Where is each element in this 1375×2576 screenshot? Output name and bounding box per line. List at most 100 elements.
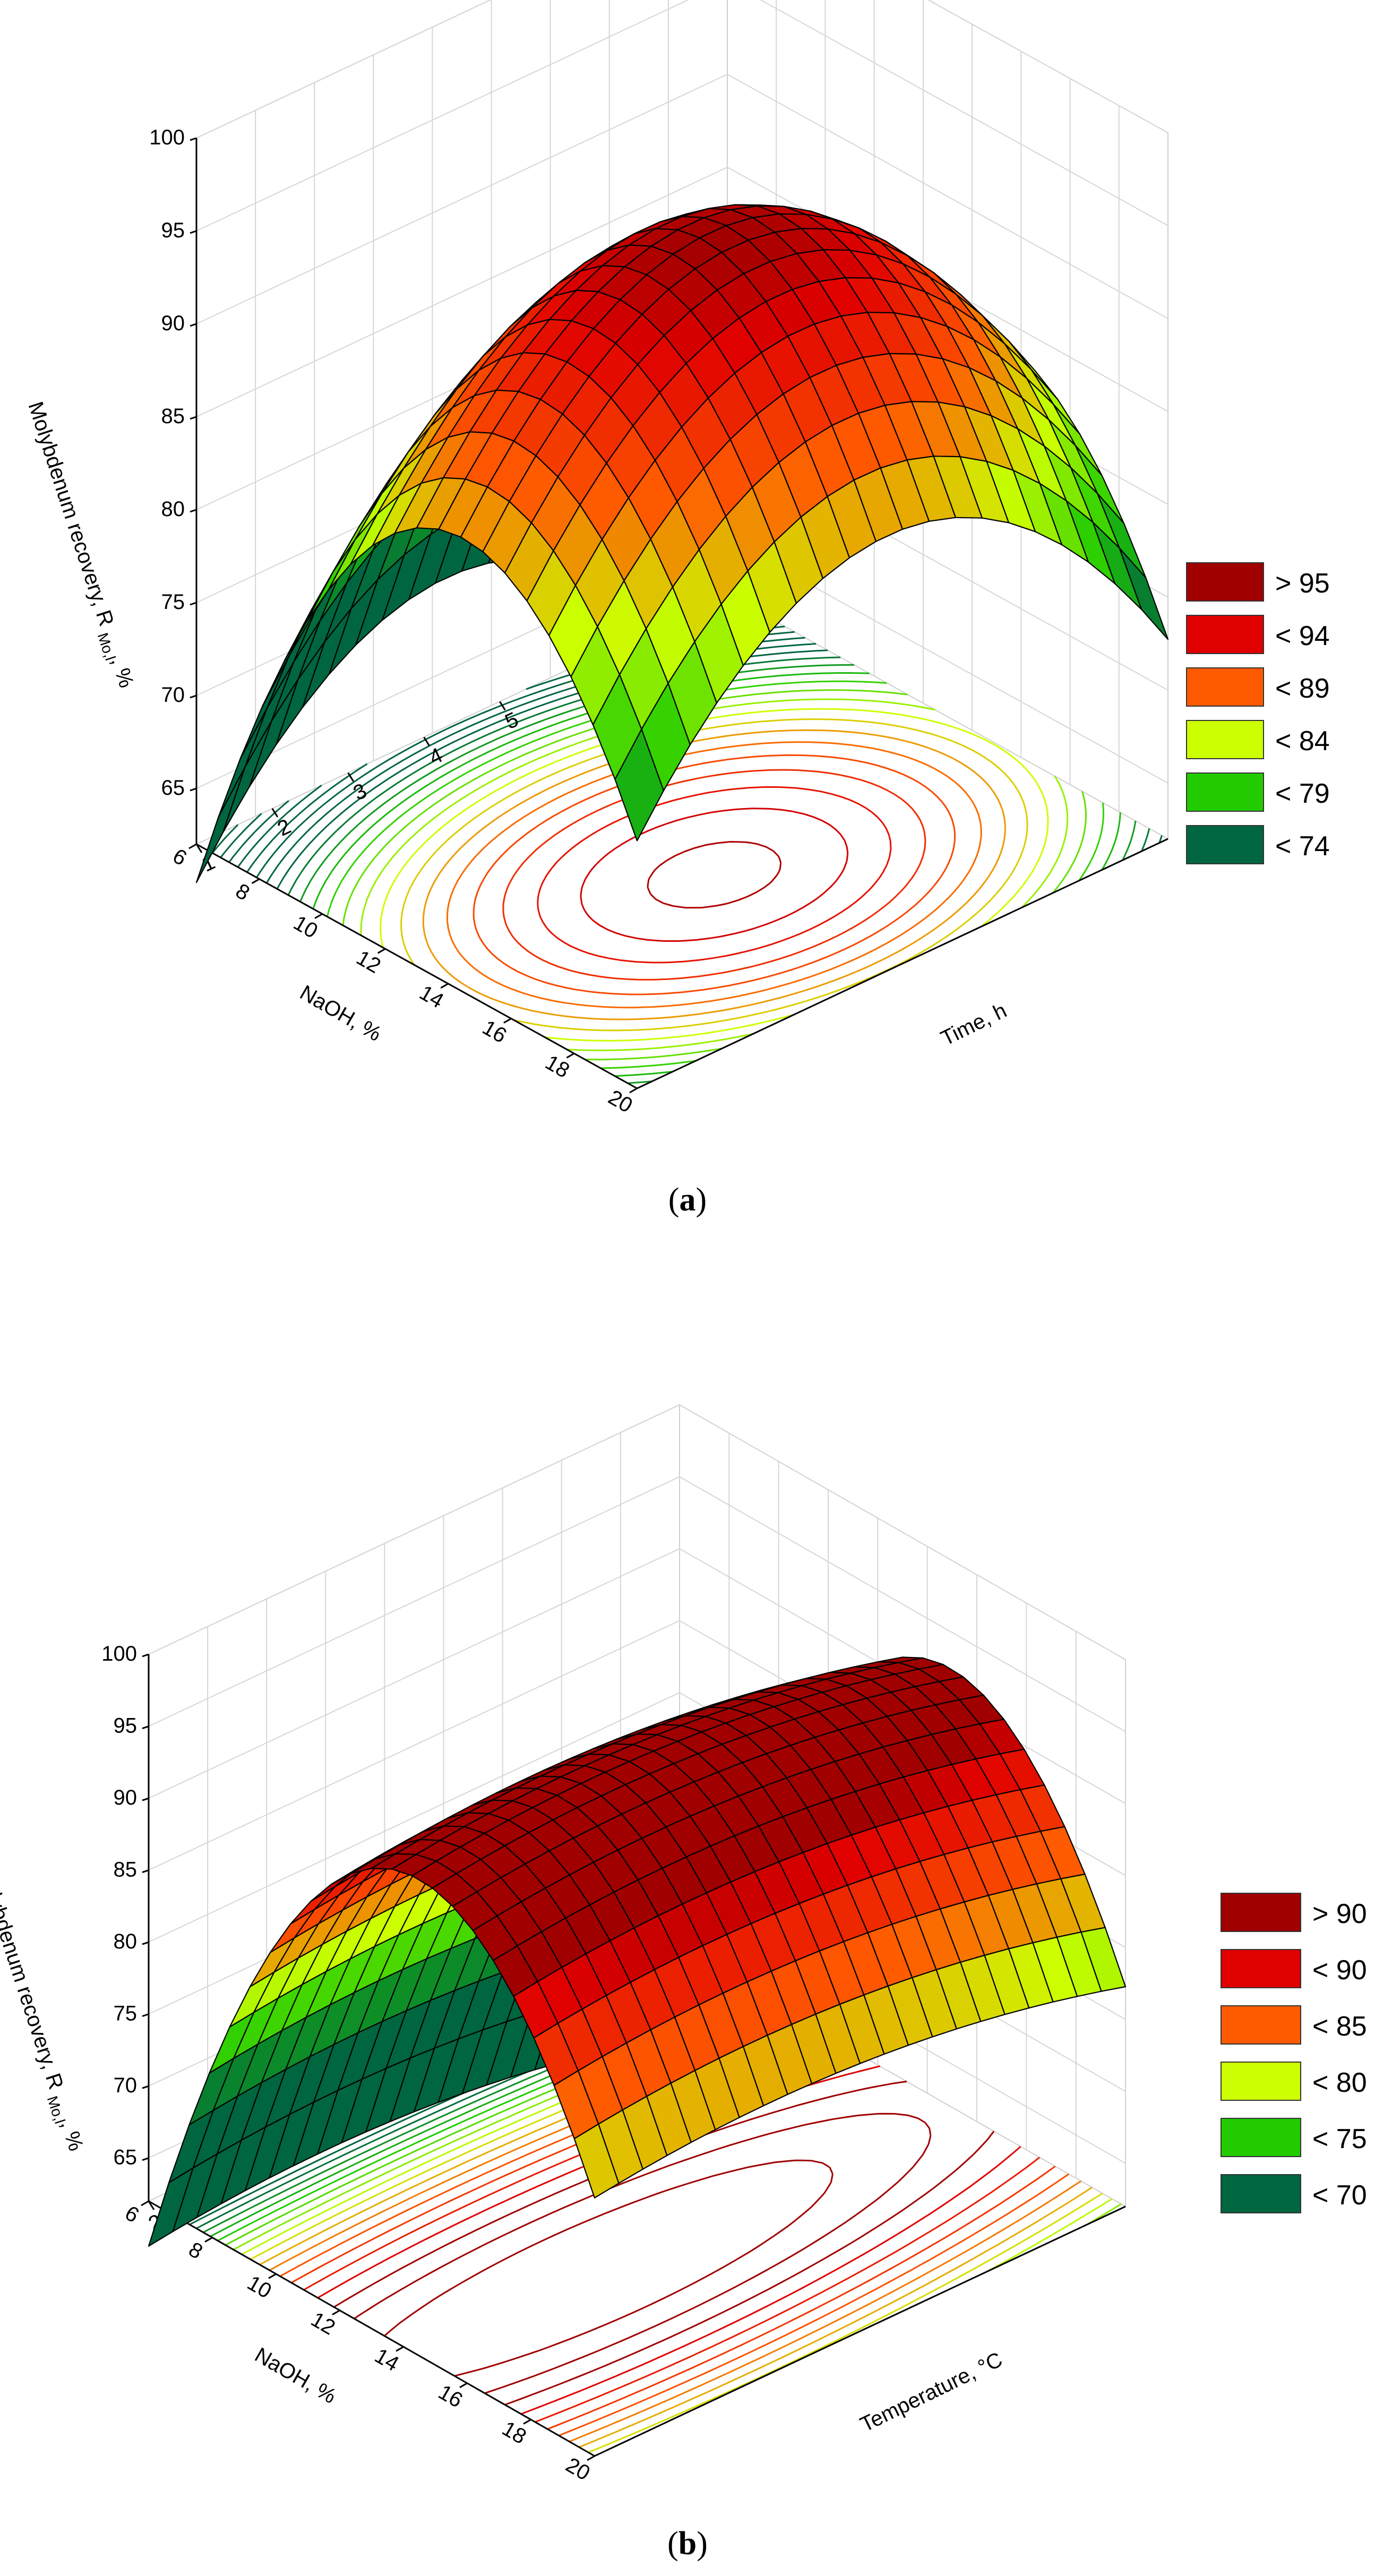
z-tick-mark <box>142 2085 149 2089</box>
y-axis-label: NaOH, % <box>296 981 385 1046</box>
z-tick-label: 80 <box>161 497 185 521</box>
y-tick-label: 16 <box>434 2380 467 2412</box>
contour-line <box>400 718 1028 1032</box>
contour-line <box>380 708 1049 1042</box>
y-axis-line <box>148 2200 595 2457</box>
z-tick-label: 85 <box>114 1858 138 1882</box>
legend-swatch <box>1221 1949 1301 1988</box>
x-tick-mark <box>148 2201 155 2210</box>
z-tick-label: 75 <box>161 590 185 614</box>
y-tick-mark <box>377 948 386 954</box>
legend-label: < 90 <box>1312 1955 1367 1986</box>
gridline-horizontal <box>148 1404 1126 1660</box>
y-tick-label: 12 <box>353 946 385 978</box>
y-tick-label: 14 <box>416 981 448 1012</box>
y-tick-mark <box>188 843 197 849</box>
z-tick-mark <box>142 1869 149 1874</box>
x-tick-mark <box>499 701 506 711</box>
contour-line <box>502 769 926 981</box>
z-tick-mark <box>190 323 197 327</box>
z-tick-mark <box>190 137 197 141</box>
z-tick-label: 100 <box>101 1642 137 1665</box>
legend-label: < 89 <box>1275 673 1330 704</box>
legend: > 95 < 94 < 89 < 84 < 79 < 74 <box>1186 562 1330 864</box>
y-tick-label: 18 <box>542 1051 574 1083</box>
surface-patch <box>222 720 272 833</box>
legend-swatch <box>1221 1893 1301 1932</box>
axes <box>148 1654 1126 2457</box>
legend-label: > 95 <box>1275 568 1330 599</box>
caption-close: ) <box>695 1182 707 1218</box>
y-tick-label: 8 <box>231 879 253 905</box>
y-tick-mark <box>503 1018 512 1024</box>
z-tick-label: 85 <box>161 405 185 428</box>
z-tick-label: 70 <box>114 2074 138 2097</box>
z-tick-label: 90 <box>161 312 185 335</box>
legend-swatch <box>1186 562 1264 602</box>
z-tick-mark <box>142 2013 149 2017</box>
z-tick-label: 80 <box>114 1930 138 1953</box>
y-tick-label: 12 <box>307 2307 339 2339</box>
x-tick-mark <box>271 808 279 818</box>
y-tick-mark <box>314 913 323 919</box>
contour-line <box>299 664 1137 1084</box>
z-axis-label-unit: , % <box>107 654 139 691</box>
z-tick-mark <box>190 230 197 234</box>
y-tick-label: 6 <box>169 844 191 870</box>
contour-line <box>537 786 892 964</box>
y-tick-label: 18 <box>498 2417 530 2449</box>
z-tick-label: 70 <box>161 683 185 707</box>
caption-close: ) <box>697 2526 708 2562</box>
contour-line <box>580 808 849 942</box>
legend-swatch <box>1221 2118 1301 2157</box>
gridline-horizontal <box>148 1476 1126 1732</box>
gridline-horizontal <box>196 73 1168 324</box>
surface <box>195 204 1169 883</box>
y-tick-label: 14 <box>371 2344 403 2376</box>
legend-swatch <box>1186 667 1264 707</box>
legend-swatch <box>1186 825 1264 864</box>
legend-swatch <box>1221 2005 1301 2045</box>
legend-label: < 79 <box>1275 778 1330 809</box>
z-tick-label: 95 <box>161 219 185 242</box>
axes <box>195 138 1168 1089</box>
z-tick-mark <box>190 787 197 792</box>
legend: > 90 < 90 < 85 < 80 < 75 < 70 <box>1221 1893 1367 2213</box>
contour-line <box>360 698 1069 1051</box>
z-tick-mark <box>142 1653 149 1658</box>
y-tick-label: 8 <box>185 2238 207 2264</box>
y-axis-line <box>196 843 638 1089</box>
z-tick-label: 95 <box>114 1714 138 1738</box>
legend-label: < 70 <box>1312 2180 1367 2211</box>
z-axis-label-subscript: Mo,l <box>94 631 119 663</box>
y-tick-label: 20 <box>562 2453 594 2485</box>
y-tick-mark <box>566 1052 575 1059</box>
x-axis-line <box>637 838 1168 1089</box>
caption-label: b <box>678 2526 697 2562</box>
z-tick-mark <box>190 602 197 606</box>
z-tick-label: 90 <box>114 1786 138 1809</box>
y-tick-mark <box>459 2382 468 2389</box>
contour-line <box>446 741 982 1009</box>
z-tick-label: 100 <box>149 126 185 149</box>
caption-a: (a) <box>0 1181 1375 1219</box>
legend-label: < 85 <box>1312 2011 1367 2042</box>
x-axis-label: Time, h <box>937 999 1010 1050</box>
caption-open: ( <box>668 1182 680 1218</box>
z-axis-label: Molybdenum recovery, R Mo,l, % <box>0 1862 88 2155</box>
z-tick-mark <box>190 694 197 699</box>
surface <box>148 1656 1127 2247</box>
legend-swatch <box>1186 615 1264 654</box>
z-tick-mark <box>142 1797 149 1801</box>
y-tick-mark <box>204 2237 213 2243</box>
caption-open: ( <box>667 2526 678 2562</box>
surface-chart-b: 2030405060708068101214161820657075808590… <box>0 1404 1367 2485</box>
y-tick-label: 20 <box>604 1086 637 1118</box>
contour-line <box>422 729 1006 1020</box>
legend-swatch <box>1186 772 1264 812</box>
chart-panel-a: 123456786810121416182065707580859095100T… <box>0 0 1375 1219</box>
x-axis-line <box>594 2205 1126 2457</box>
z-tick-label: 65 <box>161 776 185 800</box>
z-tick-label: 75 <box>114 2002 138 2025</box>
chart-panel-b: 2030405060708068101214161820657075808590… <box>0 1288 1375 2576</box>
